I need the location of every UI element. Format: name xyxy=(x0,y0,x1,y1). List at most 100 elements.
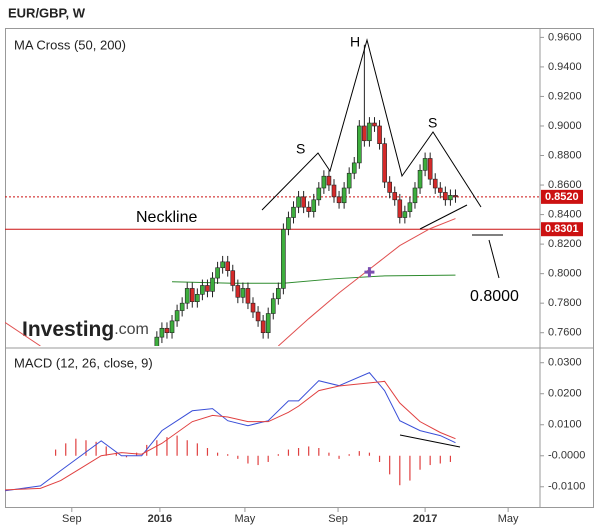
y-tick-label: 0.0300 xyxy=(548,357,582,369)
watermark-brand: Investing xyxy=(22,318,114,341)
x-tick-label: 2016 xyxy=(148,513,172,525)
y-tick-label: 0.8400 xyxy=(548,208,582,220)
target-pointer xyxy=(488,239,500,279)
pattern-lines xyxy=(261,38,503,448)
candle-body xyxy=(154,336,160,346)
trend-line xyxy=(419,204,468,230)
candle-body xyxy=(422,158,428,171)
candle-body xyxy=(225,261,231,271)
candle-body xyxy=(402,211,408,218)
annotation-neckline: Neckline xyxy=(136,209,197,226)
candle-body xyxy=(260,320,266,334)
candle-body xyxy=(407,202,413,212)
candle-body xyxy=(250,302,256,313)
candle-body xyxy=(331,184,337,198)
candle-body xyxy=(245,288,251,304)
candle-body xyxy=(448,195,453,201)
candle-body xyxy=(316,187,322,201)
candle-body xyxy=(311,199,317,212)
frame xyxy=(5,28,594,508)
candle-body xyxy=(281,229,286,289)
indicator-label: MA Cross (50, 200) xyxy=(14,37,126,52)
candle-body xyxy=(159,327,165,338)
candle-body xyxy=(210,277,215,292)
price-label-box xyxy=(541,222,583,237)
candle-body xyxy=(184,288,190,304)
candle-body xyxy=(326,175,332,186)
candle-body xyxy=(164,327,170,334)
candle-body xyxy=(362,125,367,142)
candle-body xyxy=(195,294,200,303)
candle-body xyxy=(276,288,281,300)
candle-body xyxy=(296,196,301,208)
candle-body xyxy=(235,285,241,298)
candle-body xyxy=(301,196,306,208)
candle-body xyxy=(200,285,205,295)
candle-body xyxy=(230,270,236,286)
candle-body xyxy=(392,192,398,201)
candle-body xyxy=(412,187,418,204)
price-plot xyxy=(5,44,540,346)
annotation-target: 0.8000 xyxy=(470,288,519,305)
macd-plot xyxy=(5,372,456,492)
y-tick-label: 0.9400 xyxy=(548,61,582,73)
candle-body xyxy=(291,206,296,218)
candle-body xyxy=(205,285,210,292)
candle-body xyxy=(240,288,246,298)
candle-body xyxy=(387,181,392,193)
y-tick-label: 0.8000 xyxy=(548,268,582,280)
candle-body xyxy=(265,313,271,334)
candle-body xyxy=(220,261,225,269)
y-tick-label: -0.0100 xyxy=(548,481,585,493)
watermark: Investing.com xyxy=(22,318,149,341)
head-shoulders-outline xyxy=(261,38,482,211)
x-tick-label: 2017 xyxy=(413,513,437,525)
series-line xyxy=(172,274,456,284)
macd-label: MACD (12, 26, close, 9) xyxy=(14,355,153,370)
candle-body xyxy=(270,298,276,314)
x-tick-label: May xyxy=(235,513,256,525)
y-tick-label: -0.0000 xyxy=(548,450,585,462)
x-tick-label: Sep xyxy=(328,513,348,525)
y-tick-label: 0.0200 xyxy=(548,388,582,400)
candle-body xyxy=(377,125,382,145)
price-label-box xyxy=(541,189,583,204)
candle-body xyxy=(336,196,342,204)
candle-body xyxy=(341,187,347,204)
macd-divergence-line xyxy=(399,434,461,448)
candle-body xyxy=(179,302,185,311)
x-tick-label: Sep xyxy=(62,513,82,525)
ma-cross-marker xyxy=(364,267,375,278)
series-line xyxy=(5,372,456,492)
x-tick-label: May xyxy=(498,513,519,525)
annotation-h: H xyxy=(350,34,360,50)
chart-title: EUR/GBP, W xyxy=(8,5,86,20)
candle-body xyxy=(215,267,220,279)
candle-body xyxy=(417,169,423,189)
candle-body xyxy=(174,310,180,322)
watermark-suffix: .com xyxy=(114,321,149,338)
y-tick-label: 0.9000 xyxy=(548,120,582,132)
candle-body xyxy=(357,125,362,164)
candle-body xyxy=(169,320,175,334)
candle-body xyxy=(189,288,195,303)
y-tick-label: 0.7800 xyxy=(548,297,582,309)
candle-body xyxy=(432,178,438,189)
price-label: 0.8301 xyxy=(545,223,579,235)
candle-body xyxy=(437,187,443,193)
candle-body xyxy=(306,206,311,212)
candle-body xyxy=(346,172,352,189)
axes: 0.7600 0.7800 0.8000 0.8200 0.8400 0.8600 0.88… xyxy=(62,31,585,525)
candle-body xyxy=(453,195,458,198)
candle-body xyxy=(286,217,291,230)
y-tick-label: 0.8800 xyxy=(548,149,582,161)
candle-body xyxy=(397,199,403,218)
candle-body xyxy=(443,192,448,201)
annotation-s: S xyxy=(296,141,305,157)
candle-body xyxy=(372,122,377,127)
y-tick-label: 0.8600 xyxy=(548,179,582,191)
y-tick-label: 0.9600 xyxy=(548,31,582,43)
candle-body xyxy=(427,158,433,180)
